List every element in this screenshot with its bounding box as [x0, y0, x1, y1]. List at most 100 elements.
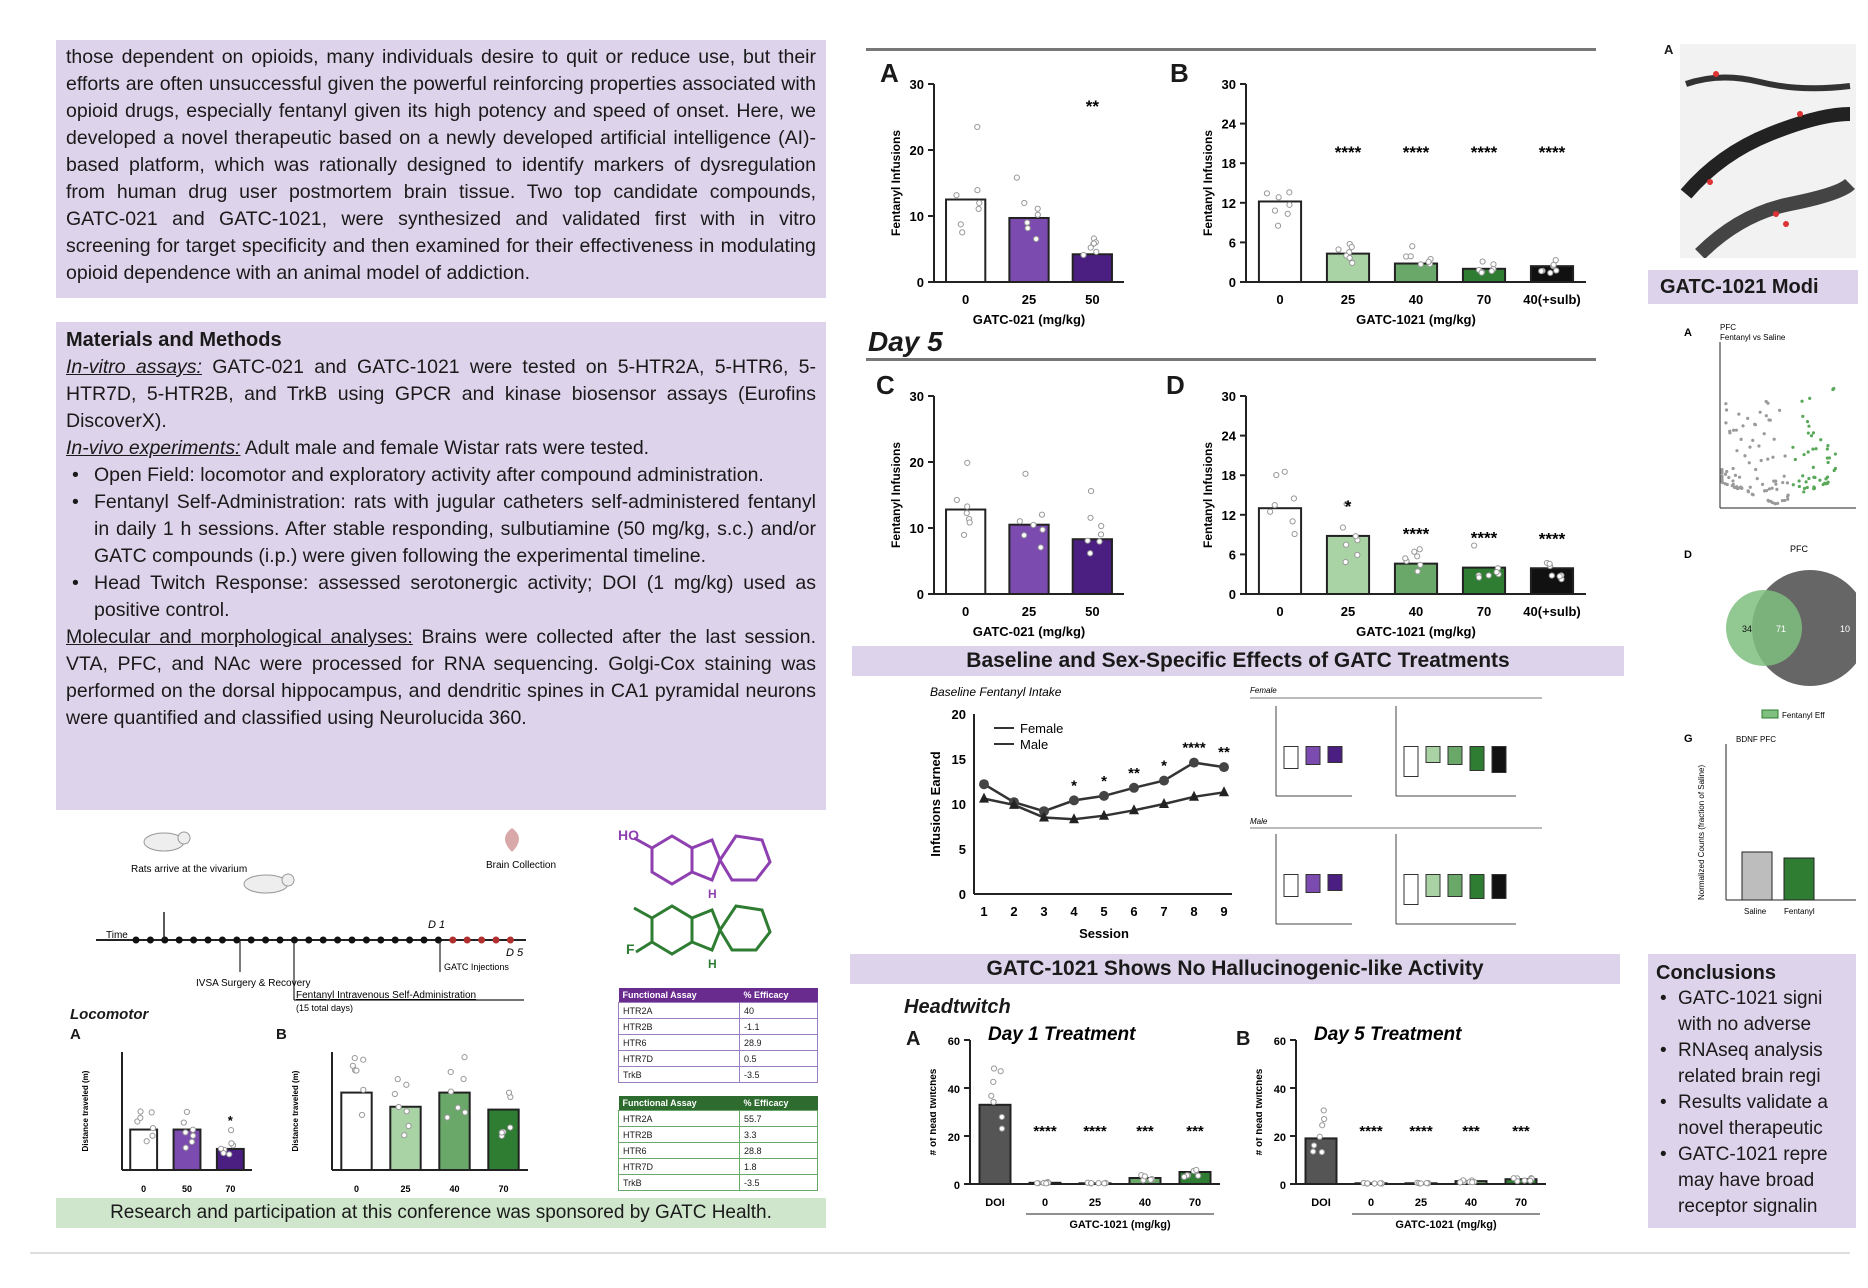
volcano-point [1739, 437, 1743, 441]
data-point [1414, 553, 1421, 560]
y-tick-label: 60 [1274, 1036, 1286, 1048]
y-tick-label: 40 [1274, 1084, 1286, 1096]
x-tick-label: 0 [1276, 292, 1283, 307]
y-tick-label: 12 [1222, 196, 1236, 211]
significance-marker: ** [1128, 765, 1140, 782]
data-point [1417, 261, 1424, 268]
volcano-point [1757, 444, 1761, 448]
conclusion-item: RNAseq analysis related brain regi [1656, 1038, 1848, 1090]
table-cell: HTR2A [618, 1002, 740, 1019]
data-point [1377, 1180, 1384, 1187]
y-tick-label: 30 [1222, 77, 1236, 92]
data-point [1267, 508, 1274, 515]
table-cell: TrkB [618, 1174, 740, 1191]
significance-marker: **** [1359, 1123, 1383, 1140]
data-point [998, 1113, 1005, 1121]
data-point [1263, 190, 1271, 197]
table-row: HTR7D 1.8 [618, 1158, 819, 1175]
volcano-point [1781, 480, 1785, 485]
y-tick-label: 20 [910, 143, 924, 158]
y-tick-label: 60 [948, 1036, 960, 1048]
x-tick-label: 1 [980, 904, 987, 919]
molecular-paragraph: Molecular and morphological analyses: Br… [66, 624, 816, 732]
volcano-point [1783, 498, 1787, 503]
volcano-point [1811, 447, 1815, 451]
volcano-point [1737, 412, 1741, 416]
headtwitch-section-header: GATC-1021 Shows No Hallucinogenic-like A… [850, 954, 1620, 984]
data-point [1043, 1180, 1050, 1187]
point-male [1069, 813, 1079, 824]
y-tick-label: 15 [952, 752, 966, 767]
volcano-point [1735, 449, 1739, 453]
volcano-point [1774, 482, 1778, 486]
invitro-text: GATC-021 and GATC-1021 were tested on 5-… [66, 356, 816, 432]
data-point [143, 1138, 150, 1145]
x-axis-label: GATC-1021 (mg/kg) [1356, 312, 1476, 327]
x-tick-label: 0 [962, 604, 969, 619]
x-axis-label: GATC-1021 (mg/kg) [1395, 1219, 1497, 1231]
y-tick-label: 6 [1229, 547, 1236, 562]
data-point [1316, 1133, 1323, 1140]
data-point [1402, 555, 1409, 562]
volcano-point [1743, 454, 1747, 458]
bullet-self-administration: Fentanyl Self-Administration: rats with … [66, 489, 816, 570]
right-a-label: A [1664, 42, 1674, 57]
point-female [1039, 806, 1049, 817]
table-cell: -1.1 [738, 1018, 819, 1035]
significance-marker: **** [1539, 529, 1566, 548]
volcano-point [1724, 408, 1729, 412]
data-point [227, 1127, 235, 1134]
data-point [1471, 542, 1478, 549]
volcano-point [1808, 396, 1812, 400]
volcano-point [1770, 486, 1774, 490]
data-point [1352, 533, 1359, 540]
data-point [1087, 550, 1094, 557]
point-male [1189, 790, 1199, 801]
x-tick-label: 50 [1085, 604, 1099, 619]
g-cat-saline: Saline [1744, 907, 1767, 916]
volcano-point [1724, 402, 1728, 406]
table-cell: 28.8 [738, 1142, 819, 1159]
venn-left-circle [1726, 590, 1802, 666]
volcano-point [1826, 443, 1830, 448]
day1-gatc021-chart: 0 10 20 30 Fentanyl Infusions 0 25 50 ** GATC-021… [890, 77, 1124, 327]
volcano-point [1746, 490, 1750, 494]
data-point [401, 1132, 408, 1139]
day5-title: Day 5 Treatment [1314, 1024, 1462, 1045]
x-tick-label: 40 [1409, 604, 1423, 619]
data-point [1335, 246, 1342, 253]
point-male [1219, 786, 1229, 797]
gatc-1021-efficacy-table: Functional Assay% Efficacy HTR2A 55.7 HTR… [618, 1096, 819, 1191]
fluorine-label: F [626, 941, 635, 957]
data-point [1096, 538, 1103, 545]
x-tick-label: 40(+sulb) [1523, 292, 1580, 307]
bar [340, 1091, 373, 1171]
data-point [1181, 1173, 1188, 1181]
y-tick-label: 10 [910, 209, 924, 224]
male-panel-title: Male [1250, 817, 1268, 826]
data-point [1101, 1180, 1108, 1187]
sex-bars [1275, 706, 1516, 925]
x-tick-label: 25 [400, 1184, 410, 1194]
data-point [1469, 1179, 1476, 1186]
x-axis-label: Session [1079, 926, 1129, 941]
data-point [1093, 248, 1100, 255]
data-point [1547, 269, 1554, 276]
data-point [394, 1076, 401, 1083]
conclusions-panel: Conclusions GATC-1021 signi with no adver… [1648, 954, 1856, 1228]
mini-bar [1403, 746, 1419, 777]
x-tick-label: 25 [1022, 292, 1036, 307]
y-tick-label: 10 [952, 797, 966, 812]
y-tick-label: 18 [1222, 156, 1236, 171]
x-tick-label: DOI [985, 1197, 1005, 1209]
bar [1257, 200, 1303, 283]
right-section-header: GATC-1021 Modi [1648, 270, 1858, 304]
page-bottom-rule [30, 1252, 1850, 1254]
data-point [498, 1129, 505, 1136]
data-point [1024, 219, 1031, 226]
brain-icon [505, 828, 519, 852]
table-cell: -3.5 [738, 1066, 819, 1083]
mini-bar [1305, 746, 1321, 765]
data-point [1024, 225, 1031, 232]
y-tick-label: 0 [959, 887, 966, 902]
